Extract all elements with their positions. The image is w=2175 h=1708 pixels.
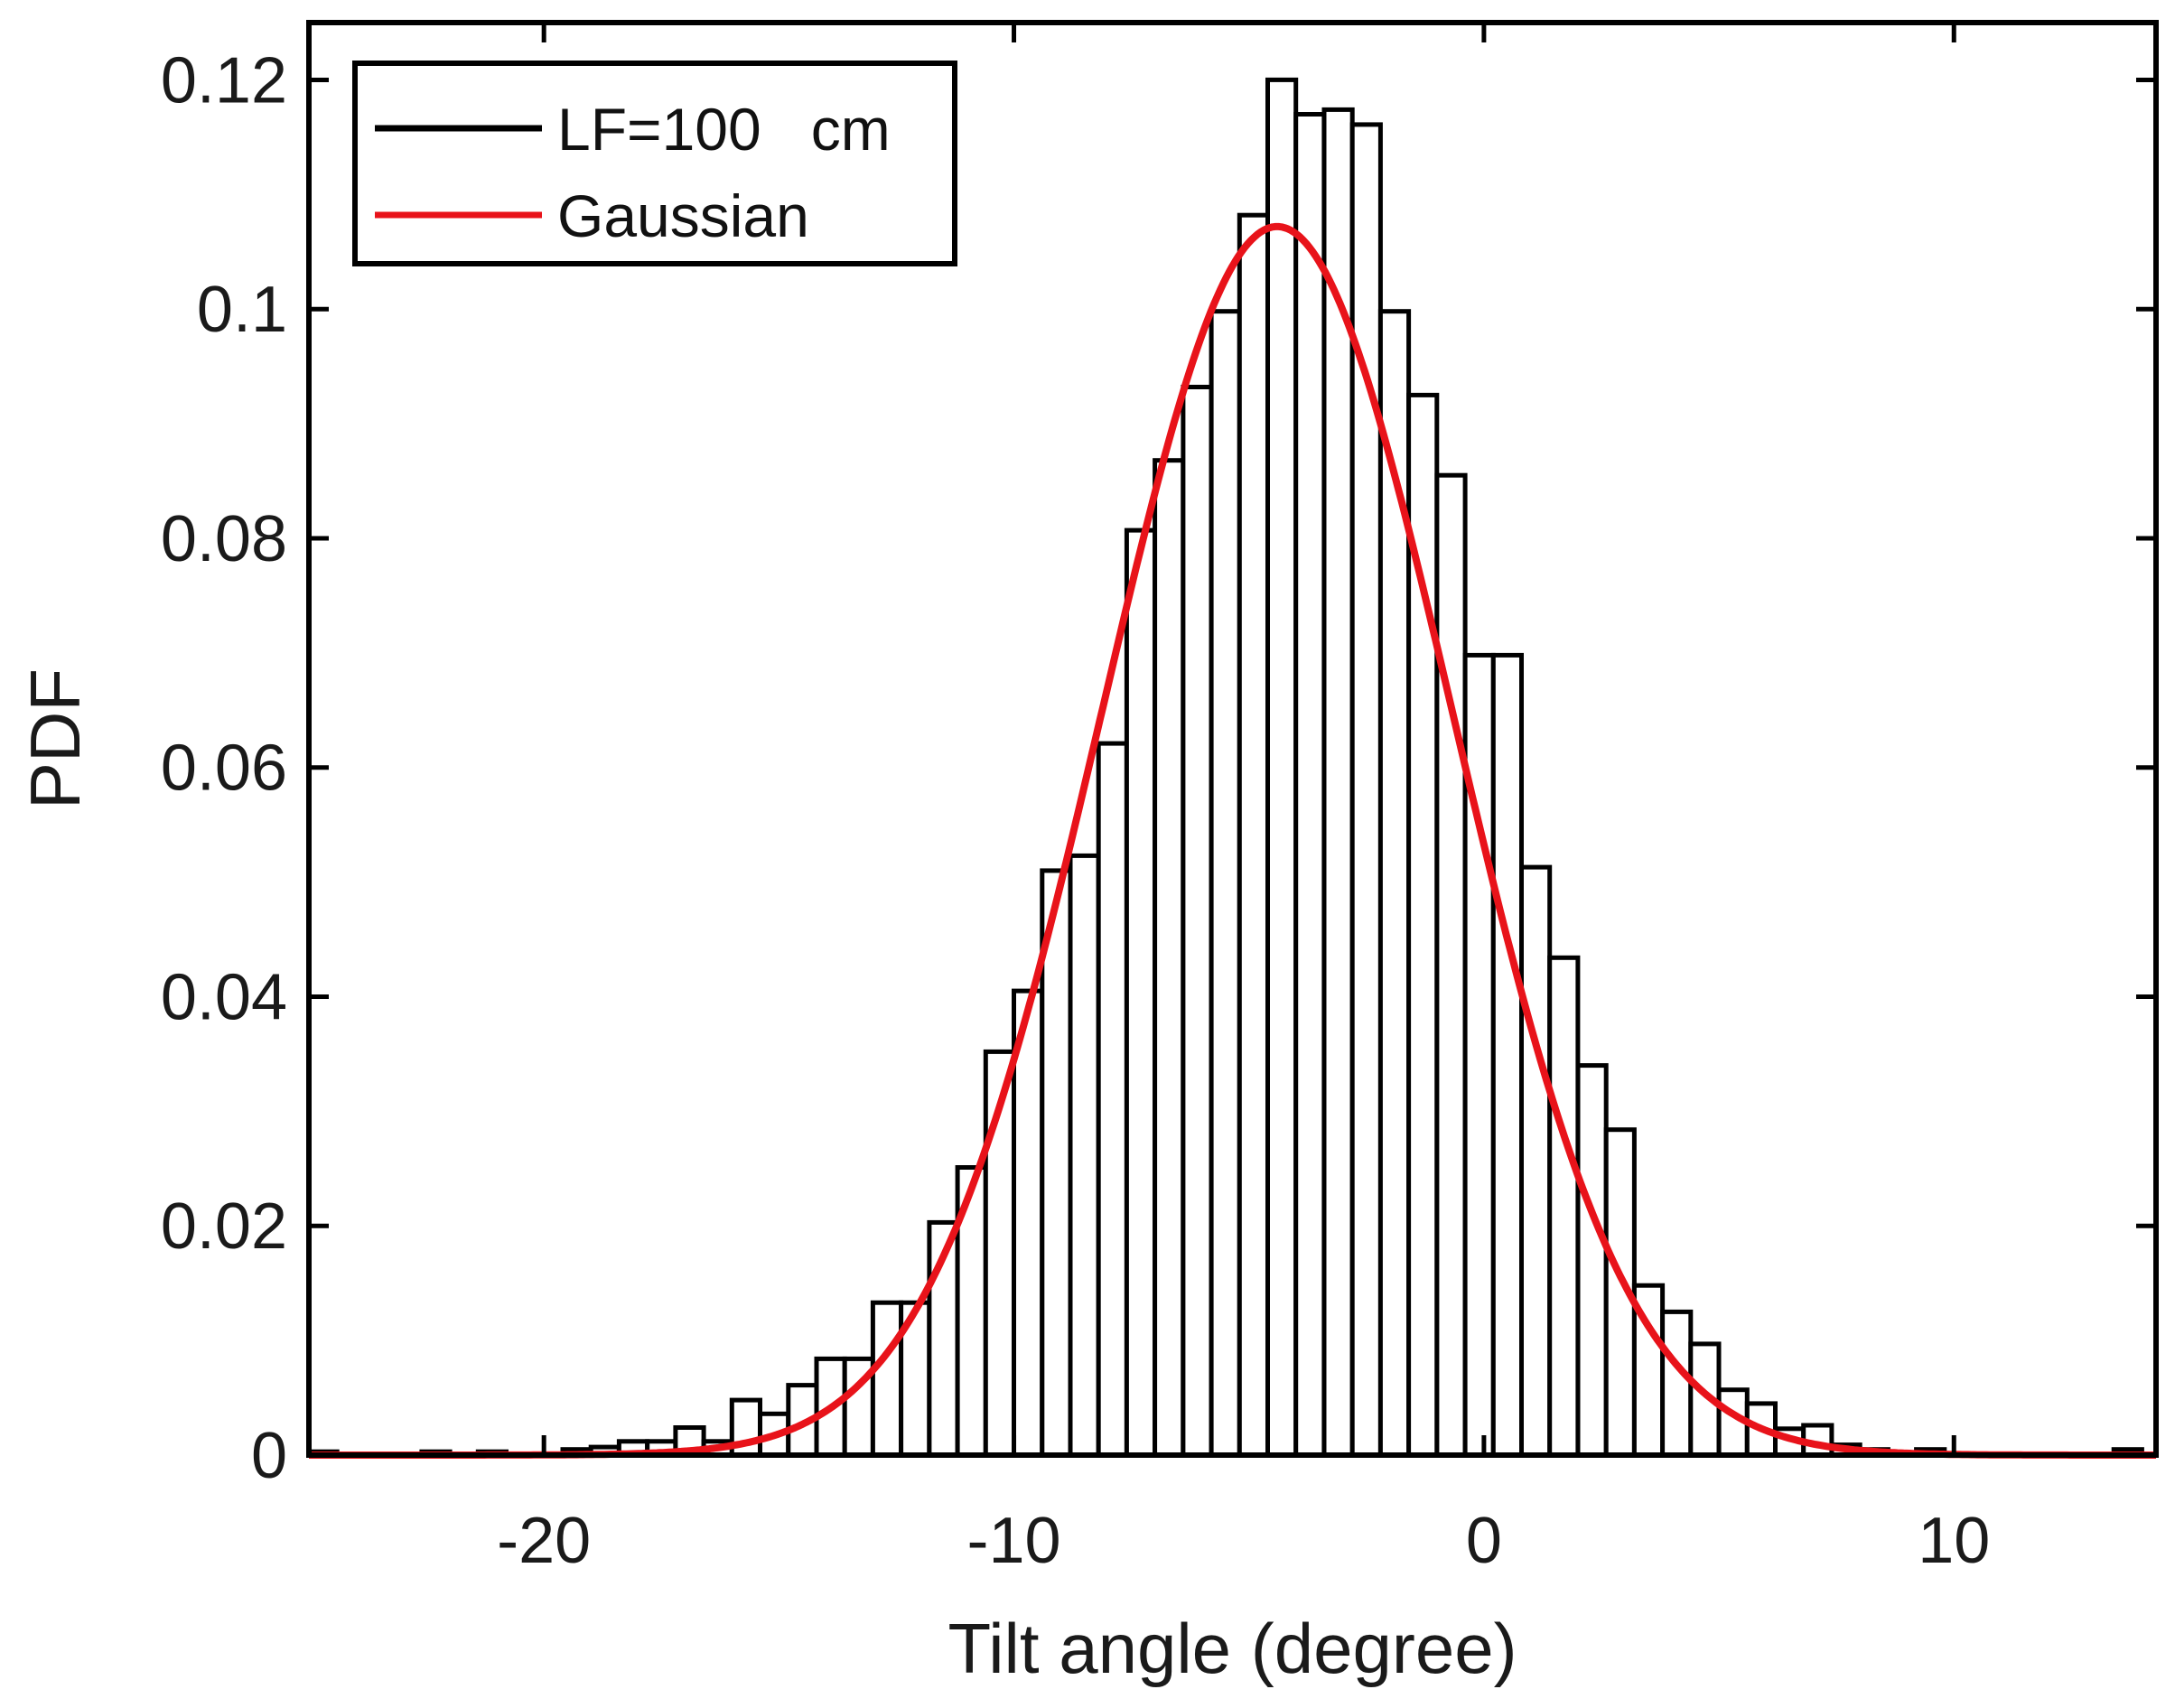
histogram-bar: [1575, 1063, 1609, 1458]
legend: LF=100 cm Gaussian: [352, 61, 957, 266]
histogram-bar: [1321, 107, 1355, 1458]
histogram-bars: [306, 77, 2144, 1458]
y-axis-label: PDF: [15, 668, 95, 809]
histogram-bar: [1519, 864, 1553, 1458]
histogram-bar: [1124, 527, 1158, 1458]
histogram-bar: [1209, 309, 1242, 1458]
histogram-bar: [1237, 212, 1271, 1458]
y-tick-label: 0.1: [197, 274, 287, 346]
histogram-bar: [1153, 458, 1186, 1458]
histogram-bar: [1490, 652, 1525, 1458]
x-tick-label: 0: [1466, 1505, 1502, 1577]
histogram-bar: [1012, 988, 1045, 1458]
y-tick-label: 0.12: [161, 44, 287, 117]
y-tick-label: 0.08: [161, 503, 287, 575]
histogram-bar: [1265, 77, 1299, 1458]
histogram-bar: [842, 1356, 875, 1458]
plot-frame: [306, 20, 2159, 1458]
histogram-bar: [1181, 385, 1214, 1458]
legend-label-histogram: LF=100 cm: [557, 96, 891, 163]
histogram-bar: [1660, 1309, 1694, 1458]
x-axis-label: Tilt angle (degree): [947, 1609, 1517, 1688]
y-tick-label: 0.04: [161, 961, 287, 1033]
x-tick-label: -10: [967, 1505, 1061, 1577]
legend-label-gaussian: Gaussian: [557, 182, 809, 249]
y-tick-label: 0.06: [161, 733, 287, 805]
histogram-bar: [1040, 868, 1073, 1458]
histogram-bar: [983, 1049, 1017, 1458]
legend-box: [352, 61, 957, 266]
histogram-bar: [1293, 112, 1327, 1458]
histogram-bar: [1434, 472, 1468, 1458]
histogram-bar: [1068, 853, 1101, 1458]
x-tick-label: 10: [1918, 1505, 1990, 1577]
y-tick-label: 0.02: [161, 1190, 287, 1263]
axis-ticks: [309, 23, 2156, 1458]
y-tick-labels: 0 0.02 0.04 0.06 0.08 0.1 0.12: [161, 44, 287, 1492]
histogram-bar: [1349, 122, 1383, 1458]
y-tick-label: 0: [251, 1420, 287, 1492]
histogram-bar: [870, 1300, 904, 1458]
histogram-bar: [1547, 955, 1581, 1458]
x-tick-label: -20: [497, 1505, 591, 1577]
x-tick-labels: -20 -10 0 10: [497, 1505, 1990, 1577]
histogram-bar: [1096, 741, 1129, 1458]
